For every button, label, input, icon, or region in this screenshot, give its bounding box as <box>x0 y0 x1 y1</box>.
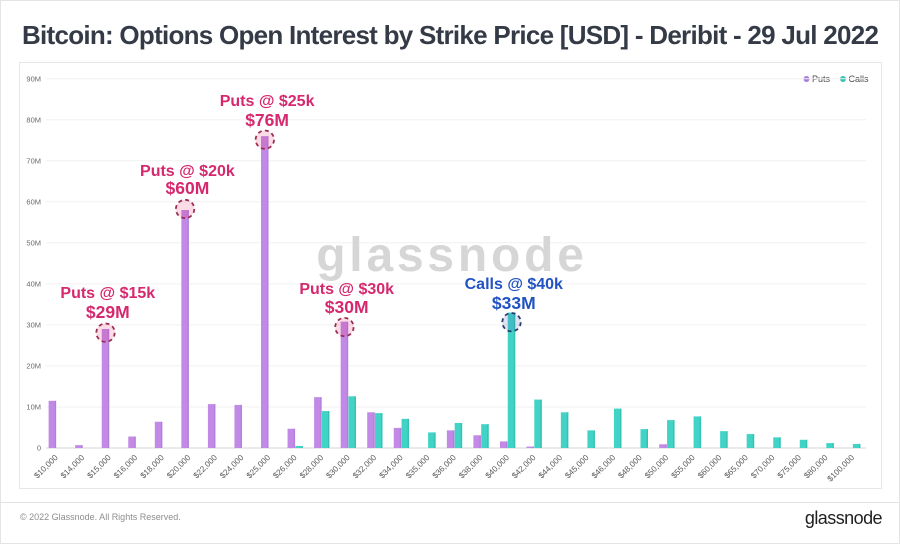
svg-text:$60M: $60M <box>166 178 210 198</box>
svg-text:Puts @ $25k: Puts @ $25k <box>220 93 315 110</box>
svg-text:30M: 30M <box>26 321 41 330</box>
svg-text:10M: 10M <box>26 403 41 412</box>
svg-text:70M: 70M <box>26 157 41 166</box>
svg-text:glassnode: glassnode <box>805 508 883 528</box>
svg-text:$33M: $33M <box>492 293 536 313</box>
svg-text:$76M: $76M <box>245 110 289 130</box>
svg-text:$30M: $30M <box>325 297 369 317</box>
svg-text:80M: 80M <box>26 116 41 125</box>
svg-text:Puts @ $15k: Puts @ $15k <box>60 285 155 302</box>
svg-text:Puts @ $20k: Puts @ $20k <box>140 163 235 180</box>
svg-text:Calls @ $40k: Calls @ $40k <box>465 276 563 293</box>
svg-text:$29M: $29M <box>86 302 130 322</box>
svg-text:Bitcoin: Options Open Interest: Bitcoin: Options Open Interest by Strike… <box>22 20 878 50</box>
svg-text:© 2022 Glassnode. All Rights R: © 2022 Glassnode. All Rights Reserved. <box>20 512 181 522</box>
svg-text:40M: 40M <box>26 280 41 289</box>
svg-text:90M: 90M <box>26 74 41 83</box>
svg-text:glassnode: glassnode <box>316 229 588 282</box>
svg-text:20M: 20M <box>26 362 41 371</box>
svg-text:50M: 50M <box>26 239 41 248</box>
svg-text:Puts @ $30k: Puts @ $30k <box>299 281 394 298</box>
svg-text:0: 0 <box>37 444 41 453</box>
svg-text:60M: 60M <box>26 198 41 207</box>
